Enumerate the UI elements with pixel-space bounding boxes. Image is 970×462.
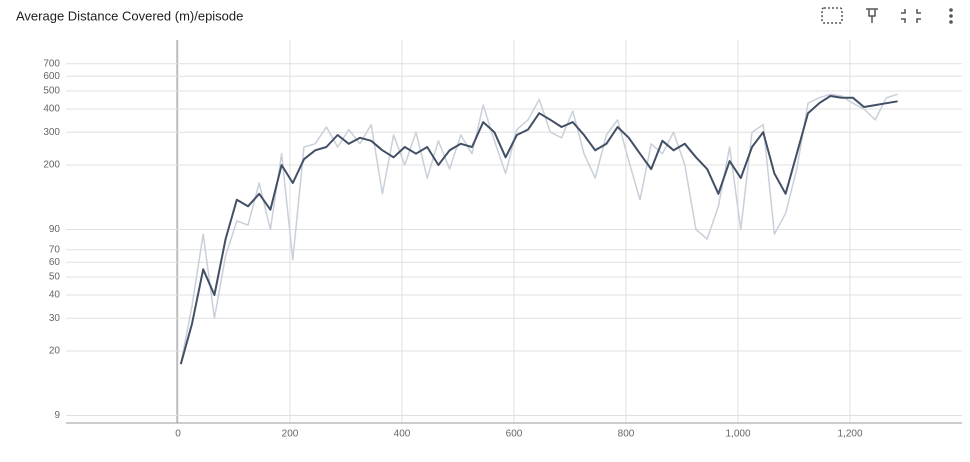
- y-tick-label: 40: [49, 290, 61, 301]
- x-tick-label: 400: [394, 429, 411, 440]
- x-tick-label: 200: [282, 429, 299, 440]
- y-tick-label: 50: [49, 272, 61, 283]
- y-tick-label: 30: [49, 313, 61, 324]
- y-tick-label: 90: [49, 224, 61, 235]
- fit-domain-button[interactable]: [821, 7, 843, 24]
- y-tick-label: 20: [49, 346, 61, 357]
- x-tick-label: 1,000: [725, 429, 750, 440]
- x-tick-label: 800: [618, 429, 635, 440]
- y-tick-label: 400: [43, 104, 60, 115]
- pin-button[interactable]: [866, 8, 878, 23]
- chart-title: Average Distance Covered (m)/episode: [16, 8, 243, 23]
- x-tick-label: 0: [175, 429, 181, 440]
- toolbar: [821, 7, 953, 24]
- y-tick-label: 300: [43, 127, 60, 138]
- y-tick-label: 500: [43, 86, 60, 97]
- menu-button[interactable]: [949, 8, 953, 24]
- y-tick-label: 60: [49, 257, 61, 268]
- y-tick-label: 70: [49, 244, 61, 255]
- fullscreen-button[interactable]: [901, 9, 921, 23]
- y-tick-label: 9: [54, 410, 60, 421]
- series-line: [180, 93, 898, 365]
- y-tick-label: 600: [43, 71, 60, 82]
- y-tick-label: 700: [43, 58, 60, 69]
- y-tick-label: 200: [43, 160, 60, 171]
- x-tick-label: 1,200: [837, 429, 862, 440]
- series-line: [179, 95, 898, 365]
- x-tick-label: 600: [506, 429, 523, 440]
